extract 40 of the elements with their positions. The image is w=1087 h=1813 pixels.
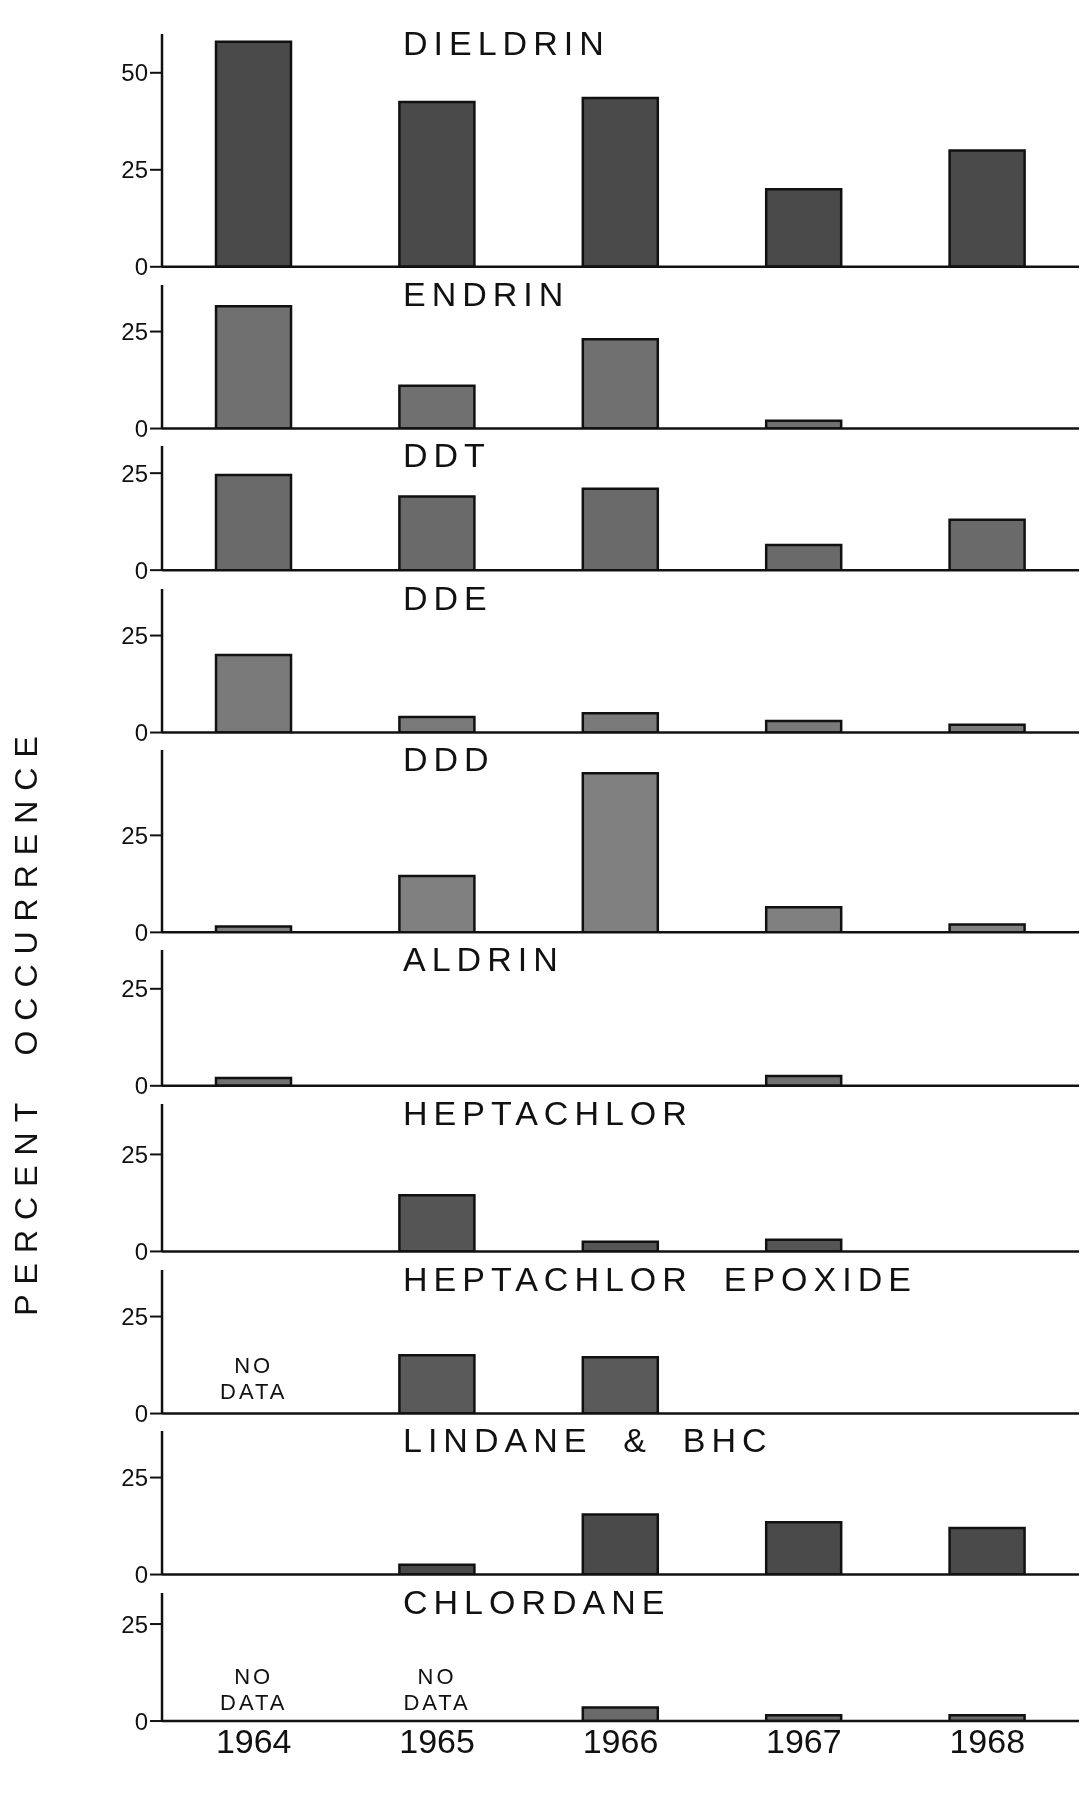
y-tick-label: 0 xyxy=(134,718,149,746)
x-tick-label: 1964 xyxy=(215,1721,292,1760)
chart-title: HEPTACHLOR xyxy=(403,1094,693,1134)
y-tick-label: 50 xyxy=(121,59,148,87)
y-tick-label: 25 xyxy=(121,1464,149,1492)
y-tick-label: 0 xyxy=(134,1072,149,1100)
y-tick-label: 0 xyxy=(134,1707,149,1735)
y-tick-label: 0 xyxy=(134,1399,149,1427)
chart-title: DDE xyxy=(403,578,493,618)
x-tick-label: 1967 xyxy=(766,1721,842,1760)
y-tick-label: 25 xyxy=(121,975,149,1003)
y-tick-label: 25 xyxy=(121,1141,149,1169)
chart-title: ALDRIN xyxy=(403,940,564,980)
x-tick-label: 1968 xyxy=(949,1721,1026,1760)
annotation: NO DATA xyxy=(220,1352,288,1404)
x-tick-label: 1966 xyxy=(582,1721,659,1760)
y-axis-title: PERCENT OCCURRENCE xyxy=(7,726,45,1317)
y-tick-label: 25 xyxy=(121,621,149,649)
annotation: NO DATA xyxy=(220,1663,288,1715)
annotation: NO DATA xyxy=(403,1663,471,1715)
y-tick-label: 25 xyxy=(121,317,149,345)
chart-title: CHLORDANE xyxy=(403,1582,671,1622)
y-tick-label: 0 xyxy=(134,253,148,281)
chart-title: ENDRIN xyxy=(403,274,570,314)
y-tick-label: 25 xyxy=(121,156,148,184)
y-tick-label: 25 xyxy=(121,1610,149,1638)
y-tick-label: 25 xyxy=(121,1302,149,1330)
y-tick-label: 25 xyxy=(121,821,148,849)
y-tick-label: 0 xyxy=(134,414,149,442)
chart-title: DIELDRIN xyxy=(403,24,610,63)
y-tick-label: 0 xyxy=(134,1561,149,1589)
y-tick-label: 0 xyxy=(134,1238,149,1266)
y-tick-label: 0 xyxy=(134,918,148,946)
chart-title: LINDANE & BHC xyxy=(403,1421,773,1461)
chart-title: DDD xyxy=(403,740,495,780)
chart-title: DDT xyxy=(403,436,491,476)
chart-title: HEPTACHLOR EPOXIDE xyxy=(403,1259,917,1299)
x-tick-label: 1965 xyxy=(399,1721,475,1760)
y-tick-label: 25 xyxy=(121,460,149,488)
y-tick-label: 0 xyxy=(134,557,149,585)
